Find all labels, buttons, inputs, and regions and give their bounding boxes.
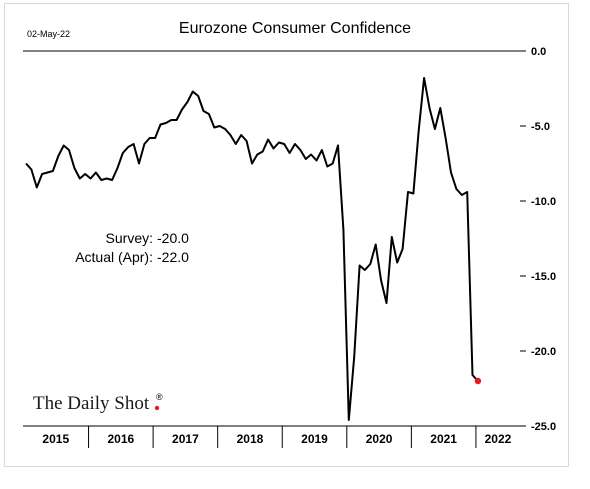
survey-label: Survey: bbox=[106, 230, 153, 246]
brand-dot bbox=[154, 405, 160, 411]
x-tick-label: 2016 bbox=[107, 432, 134, 446]
chart-frame: 02-May-22 Eurozone Consumer Confidence 0… bbox=[4, 3, 569, 467]
y-tick-label: -15.0 bbox=[531, 271, 556, 283]
chart-svg: 02-May-22 Eurozone Consumer Confidence 0… bbox=[23, 20, 556, 448]
y-tick-label: -20.0 bbox=[531, 346, 556, 358]
chart-title: Eurozone Consumer Confidence bbox=[179, 20, 411, 37]
x-tick-label: 2019 bbox=[301, 432, 328, 446]
last-data-point bbox=[474, 377, 482, 385]
x-tick-label: 2015 bbox=[42, 432, 69, 446]
y-tick-label: -25.0 bbox=[531, 421, 556, 433]
date-stamp: 02-May-22 bbox=[27, 29, 70, 39]
actual-value: -22.0 bbox=[157, 249, 189, 265]
x-tick-label: 2022 bbox=[485, 432, 512, 446]
forecast-annotation: Survey: -20.0 Actual (Apr): -22.0 bbox=[75, 230, 189, 265]
survey-value: -20.0 bbox=[157, 230, 189, 246]
y-tick-label: 0.0 bbox=[531, 46, 546, 58]
actual-label: Actual (Apr): bbox=[75, 249, 153, 265]
y-tick-label: -5.0 bbox=[531, 121, 550, 133]
x-tick-label: 2020 bbox=[366, 432, 393, 446]
x-tick-label: 2021 bbox=[430, 432, 457, 446]
brand-logo: The Daily Shot ® bbox=[33, 392, 163, 414]
x-tick-label: 2018 bbox=[237, 432, 264, 446]
series-line bbox=[25, 77, 479, 421]
brand-reg-mark: ® bbox=[156, 392, 163, 402]
y-tick-label: -10.0 bbox=[531, 196, 556, 208]
x-axis: 2015 2016 2017 2018 2019 2020 2021 2022 bbox=[23, 50, 520, 448]
y-axis: 0.0 -5.0 -10.0 -15.0 -20.0 -25.0 bbox=[520, 46, 556, 433]
series-layer bbox=[25, 77, 482, 421]
brand-name: The Daily Shot bbox=[33, 393, 150, 414]
x-tick-label: 2017 bbox=[172, 432, 199, 446]
